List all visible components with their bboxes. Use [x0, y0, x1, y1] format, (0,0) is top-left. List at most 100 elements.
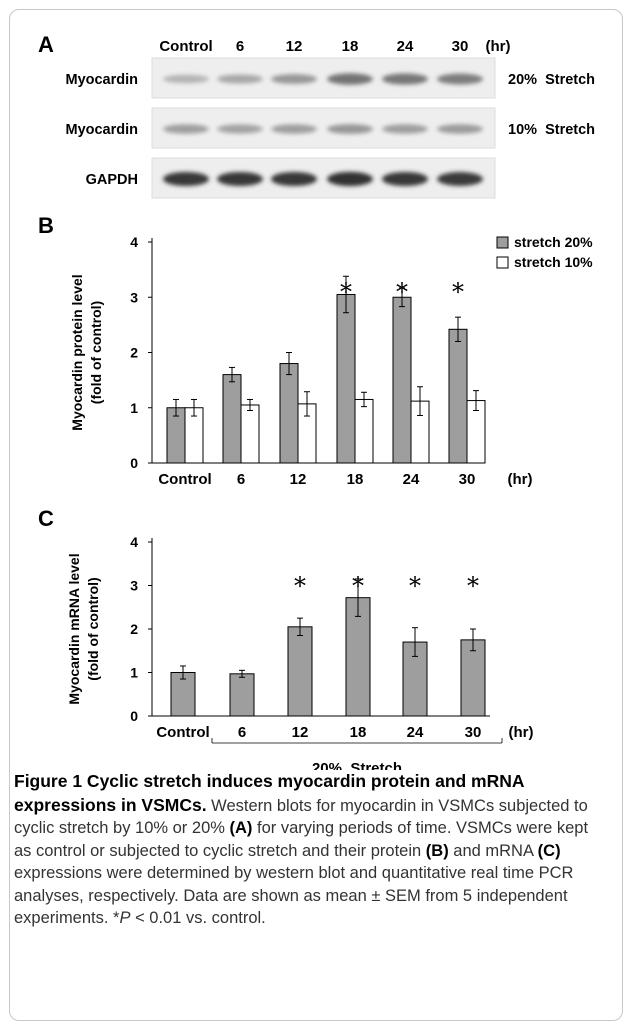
- blot-band: [437, 124, 483, 134]
- blot-lane-label: 24: [397, 38, 414, 55]
- caption-ref-b: (B): [425, 841, 449, 860]
- figure-canvas: A Control 6 12 18 24 30 (hr) Myocardin 20% Str…: [38, 32, 595, 770]
- y-tick-label: 4: [130, 534, 138, 550]
- blot-band: [271, 171, 317, 187]
- blot-band: [163, 124, 209, 134]
- blot-condition-label: 20% Stretch: [508, 72, 595, 88]
- bar: [448, 328, 468, 464]
- significance-marker: *: [340, 278, 352, 306]
- y-tick-label: 2: [130, 621, 138, 637]
- caption-text-4: expressions were determined by western b…: [14, 864, 574, 927]
- panel-label-b: B: [38, 213, 54, 238]
- caption-p-symbol: P: [119, 909, 131, 927]
- x-tick-label: 12: [292, 724, 309, 741]
- blot-membrane-edge: [151, 157, 496, 199]
- bar: [170, 672, 196, 717]
- blot-membrane-edge: [151, 107, 496, 149]
- caption-text-2: for varying periods of time. VSMCs were …: [14, 819, 589, 860]
- blot-band: [163, 171, 209, 187]
- blot-band: [327, 73, 373, 85]
- bar: [345, 597, 371, 717]
- blot-rows: Myocardin 20% Stretch Myocardin 10% Stretch…: [65, 57, 595, 199]
- significance-marker: *: [396, 278, 408, 306]
- blot-band: [437, 172, 483, 186]
- blot-row-label: GAPDH: [86, 172, 138, 188]
- y-axis-label: Myocardin mRNA level: [66, 553, 82, 704]
- blot-band: [271, 74, 317, 84]
- blot-row: GAPDH: [86, 157, 496, 199]
- x-tick-label: 12: [290, 471, 307, 488]
- blot-lane-labels: Control 6 12 18 24 30: [159, 38, 468, 55]
- bar: [222, 374, 242, 464]
- bar: [240, 404, 260, 464]
- x-tick-label: 6: [238, 724, 246, 741]
- blot-row: Myocardin 20% Stretch: [65, 57, 595, 99]
- blot-band: [382, 124, 428, 134]
- significance-marker: *: [352, 572, 364, 600]
- blot-lane-label: 18: [342, 38, 359, 55]
- bar: [354, 398, 374, 464]
- blot-unit: (hr): [486, 38, 511, 55]
- caption-text-3: and mRNA: [448, 841, 538, 860]
- caption-title: Figure 1 Cyclic stretch induces myocardi…: [14, 771, 524, 815]
- blot-band: [327, 124, 373, 134]
- y-tick-label: 0: [130, 708, 138, 724]
- legend-swatch: [496, 236, 509, 249]
- y-tick-label: 3: [130, 578, 138, 594]
- legend-label: stretch 10%: [514, 254, 593, 270]
- panel-label-a: A: [38, 32, 54, 57]
- blot-row-label: Myocardin: [65, 72, 138, 88]
- caption-ref-a: (A): [229, 819, 253, 837]
- x-tick-label: 18: [350, 724, 367, 741]
- panel-a: A Control 6 12 18 24 30 (hr) Myocardin 20% Str…: [38, 32, 595, 199]
- blot-band: [382, 171, 428, 187]
- significance-marker: *: [409, 572, 421, 600]
- blot-band: [271, 124, 317, 134]
- bar: [287, 626, 313, 717]
- bar: [336, 293, 356, 464]
- panel-label-c: C: [38, 506, 54, 531]
- significance-marker: *: [452, 278, 464, 306]
- legend-swatch: [496, 256, 509, 269]
- x-tick-label: 6: [237, 471, 245, 488]
- bracket-label: 20% Stretch: [312, 760, 402, 770]
- bar: [279, 363, 299, 464]
- blot-band: [217, 171, 263, 187]
- x-tick-label: Control: [156, 724, 209, 741]
- y-tick-label: 3: [130, 289, 138, 305]
- y-tick-label: 2: [130, 345, 138, 361]
- y-tick-label: 1: [130, 400, 138, 416]
- x-tick-label: 24: [407, 724, 424, 741]
- caption-text-1: Western blots for myocardin in VSMCs sub…: [14, 796, 588, 838]
- caption-text-5: < 0.01 vs. control.: [130, 909, 266, 927]
- y-tick-label: 0: [130, 455, 138, 471]
- y-axis-label: Myocardin protein level: [69, 274, 85, 430]
- y-axis-label-unit: (fold of control): [85, 577, 101, 680]
- bar: [392, 296, 412, 464]
- blot-membrane-edge: [151, 57, 496, 99]
- blot-band: [437, 73, 483, 85]
- blot-band: [217, 124, 263, 134]
- x-axis-unit: (hr): [508, 471, 533, 488]
- blot-band: [217, 74, 263, 84]
- x-tick-label: 24: [403, 471, 420, 488]
- legend-label: stretch 20%: [514, 234, 593, 250]
- y-tick-label: 1: [130, 665, 138, 681]
- x-axis-unit: (hr): [509, 724, 534, 741]
- x-tick-label: Control: [158, 471, 211, 488]
- blot-band: [163, 74, 209, 84]
- x-tick-label: 18: [347, 471, 364, 488]
- x-tick-label: 30: [459, 471, 476, 488]
- blot-lane-label: Control: [159, 38, 212, 55]
- blot-row: Myocardin 10% Stretch: [65, 107, 595, 149]
- significance-marker: *: [294, 572, 306, 600]
- blot-lane-label: 12: [286, 38, 303, 55]
- blot-band: [382, 73, 428, 85]
- bar: [460, 639, 486, 717]
- significance-marker: *: [467, 572, 479, 600]
- blot-condition-label: 10% Stretch: [508, 122, 595, 138]
